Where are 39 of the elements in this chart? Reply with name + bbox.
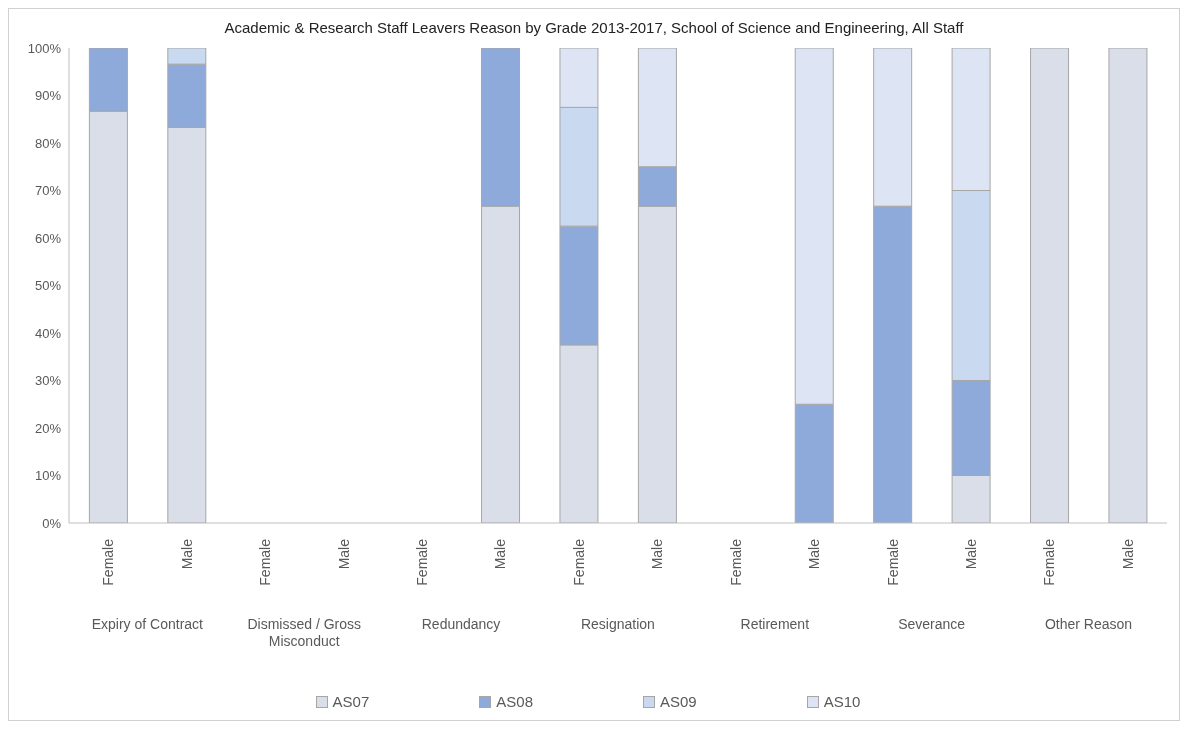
bar xyxy=(1030,48,1070,523)
x-tick-label: Male xyxy=(178,538,195,570)
x-tick-label: Female xyxy=(727,538,744,586)
y-tick-label: 0% xyxy=(42,515,62,531)
text: Retirement xyxy=(740,616,810,632)
x-tick-label: Female xyxy=(570,538,587,586)
y-tick-label: 40% xyxy=(34,325,62,341)
x-tick-label: Female xyxy=(1041,538,1058,586)
text: Expiry of Contract xyxy=(91,616,204,632)
x-tick-label: Female xyxy=(413,538,430,586)
x-tick-label: Male xyxy=(335,538,352,570)
y-tick-label: 50% xyxy=(34,278,62,294)
legend-label: AS09 xyxy=(660,693,697,710)
y-tick-label: 70% xyxy=(34,183,62,199)
text: Severance xyxy=(898,616,966,632)
text: Redundancy xyxy=(421,616,501,632)
x-tick-label: Male xyxy=(492,538,509,570)
y-tick-label: 20% xyxy=(34,420,62,436)
legend-label: AS08 xyxy=(496,693,533,710)
y-tick-label: 60% xyxy=(34,230,62,246)
chart-title: Academic & Research Staff Leavers Reason by Grade 2013-2017, School of Science and Engineering, All Staff xyxy=(223,18,965,38)
legend-label: AS07 xyxy=(332,693,370,710)
y-tick-label: 30% xyxy=(34,373,62,389)
x-tick-label: Female xyxy=(884,538,901,586)
x-tick-label: Male xyxy=(649,538,666,570)
legend-label: AS10 xyxy=(823,693,861,710)
y-tick-label: 80% xyxy=(34,135,62,151)
x-tick-label: Male xyxy=(806,538,823,570)
y-tick-label: 100% xyxy=(27,40,62,56)
y-tick-label: 10% xyxy=(34,468,62,484)
text: Dismissed / Gross Misconduct xyxy=(247,616,361,649)
x-tick-label: Male xyxy=(1119,538,1136,570)
y-tick-label: 90% xyxy=(34,88,62,104)
text: Resignation xyxy=(580,616,655,632)
bar xyxy=(1108,48,1148,523)
x-tick-label: Male xyxy=(962,538,979,570)
x-tick-label: Female xyxy=(257,538,274,586)
text: Other Reason xyxy=(1044,616,1133,632)
x-tick-label: Female xyxy=(100,538,117,586)
